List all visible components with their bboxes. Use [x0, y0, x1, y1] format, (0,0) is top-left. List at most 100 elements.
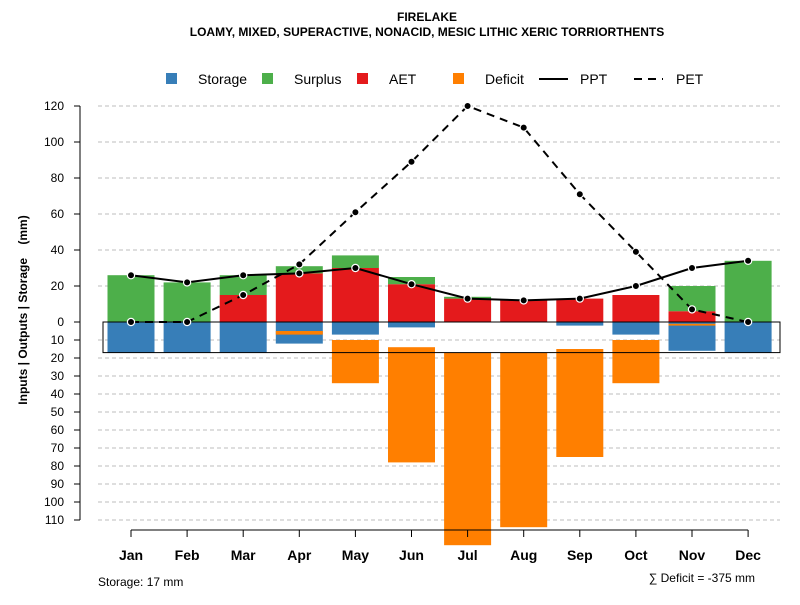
pet-point — [407, 157, 416, 166]
ppt-point — [407, 280, 416, 289]
storage-footnote: Storage: 17 mm — [98, 575, 183, 589]
y-axis-label: Inputs | Outputs | Storage (mm) — [16, 215, 30, 404]
y-tick-label: 70 — [51, 441, 65, 455]
surplus-bar — [163, 282, 211, 322]
deficit-bar — [556, 349, 604, 457]
storage-bar — [668, 322, 716, 351]
aet-bar — [331, 268, 379, 322]
storage-bar — [724, 322, 772, 353]
pet-point — [182, 317, 192, 327]
y-tick-label: 20 — [51, 351, 65, 365]
x-tick-label: Apr — [287, 547, 312, 563]
ppt-point — [126, 271, 136, 280]
surplus-bar — [107, 275, 155, 322]
x-tick-label: May — [342, 547, 369, 563]
pet-point — [519, 123, 528, 132]
pet-point — [126, 317, 136, 327]
legend-label-storage: Storage — [198, 71, 247, 87]
storage-bar — [556, 322, 604, 326]
legend-label-pet: PET — [676, 71, 704, 87]
storage-bar — [219, 322, 267, 353]
y-tick-label: 30 — [51, 369, 65, 383]
y-tick-label: 120 — [44, 99, 64, 113]
series-lines — [126, 101, 753, 327]
deficit-bar — [500, 352, 548, 528]
pet-point — [687, 305, 697, 314]
chart-subtitle: LOAMY, MIXED, SUPERACTIVE, NONACID, MESI… — [190, 25, 664, 39]
x-tick-label: Nov — [679, 547, 706, 563]
surplus-bar — [219, 275, 267, 295]
deficit-footnote: ∑ Deficit = -375 mm — [649, 571, 755, 585]
storage-capacity-box — [102, 321, 781, 354]
x-tick-label: Aug — [510, 547, 537, 563]
legend-label-deficit: Deficit — [485, 71, 524, 87]
y-tick-label: 60 — [51, 423, 65, 437]
storage-bar — [107, 322, 155, 353]
x-tick-label: Sep — [567, 547, 593, 563]
y-tick-label: 40 — [51, 387, 65, 401]
ppt-point — [575, 294, 585, 303]
legend-swatch-surplus — [262, 73, 273, 84]
deficit-bar — [388, 347, 435, 463]
ppt-point — [687, 263, 697, 273]
legend-swatch-aet — [357, 73, 368, 84]
axes: 0 20 40 60 80 100 120 10 20 30 40 50 60 70 80 90 100 110 J… — [44, 99, 761, 563]
ppt-point — [463, 294, 472, 303]
aet-bar — [668, 311, 716, 322]
deficit-bar — [331, 340, 379, 384]
x-tick-label: Jun — [399, 547, 424, 563]
ppt-point — [182, 278, 192, 287]
aet-bar — [612, 295, 660, 322]
y-tick-label: 50 — [51, 405, 65, 419]
y-tick-label: 60 — [51, 207, 65, 221]
x-tick-label: Mar — [231, 547, 256, 563]
y-tick-label: 80 — [51, 171, 65, 185]
pet-point — [575, 189, 585, 199]
aet-bar — [388, 284, 435, 322]
storage-bar — [388, 322, 435, 328]
x-tick-label: Jul — [457, 547, 477, 563]
x-tick-label: Oct — [624, 547, 648, 563]
chart-title: FIRELAKE — [397, 10, 457, 24]
x-tick-label: Dec — [735, 547, 761, 563]
deficit-bar — [444, 352, 492, 546]
ppt-point — [743, 256, 753, 265]
storage-bar — [163, 322, 211, 353]
ppt-point — [351, 263, 360, 273]
x-tick-label: Feb — [175, 547, 200, 563]
surplus-bar — [724, 260, 772, 322]
pet-point — [295, 260, 304, 269]
pet-point — [631, 247, 641, 256]
y-tick-label: 40 — [51, 243, 65, 257]
deficit-bar — [275, 331, 323, 335]
bars — [107, 255, 772, 546]
surplus-bar — [331, 255, 379, 268]
legend-label-aet: AET — [389, 71, 417, 87]
pet-point — [351, 207, 360, 217]
x-tick-label: Jan — [119, 547, 143, 563]
pet-point — [238, 290, 248, 300]
pet-point — [743, 317, 753, 327]
deficit-bar — [612, 340, 660, 384]
deficit-bar — [668, 323, 716, 326]
ppt-line — [130, 259, 749, 302]
y-tick-label: 100 — [44, 495, 64, 509]
legend-label-ppt: PPT — [580, 71, 608, 87]
y-tick-label: 110 — [45, 513, 64, 527]
y-tick-label: 80 — [51, 459, 65, 473]
y-tick-label: 0 — [57, 315, 64, 329]
aet-bar — [219, 295, 267, 322]
storage-bar — [612, 322, 660, 335]
y-tick-label: 90 — [51, 477, 65, 491]
y-tick-label: 100 — [44, 135, 64, 149]
storage-bar — [331, 322, 379, 335]
ppt-point — [295, 269, 304, 278]
legend: Storage Surplus AET Deficit PPT PET — [166, 71, 704, 87]
ppt-point — [631, 281, 641, 291]
aet-bar — [275, 273, 323, 322]
legend-swatch-deficit — [453, 73, 464, 84]
y-tick-label: 10 — [51, 333, 65, 347]
legend-swatch-storage — [166, 73, 177, 84]
pet-point — [463, 101, 472, 111]
